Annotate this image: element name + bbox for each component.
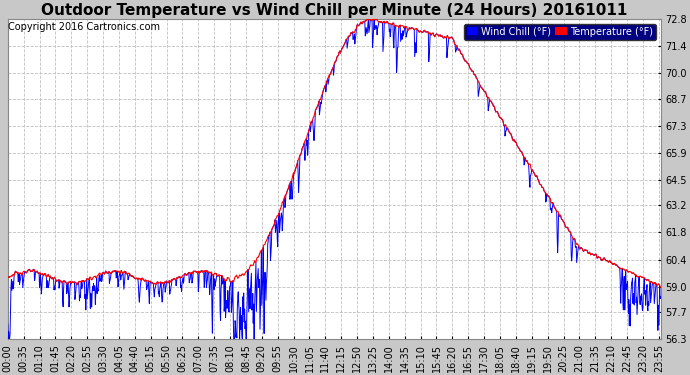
Title: Outdoor Temperature vs Wind Chill per Minute (24 Hours) 20161011: Outdoor Temperature vs Wind Chill per Mi… [41, 3, 627, 18]
Text: Copyright 2016 Cartronics.com: Copyright 2016 Cartronics.com [8, 22, 161, 32]
Legend: Wind Chill (°F), Temperature (°F): Wind Chill (°F), Temperature (°F) [464, 24, 656, 40]
